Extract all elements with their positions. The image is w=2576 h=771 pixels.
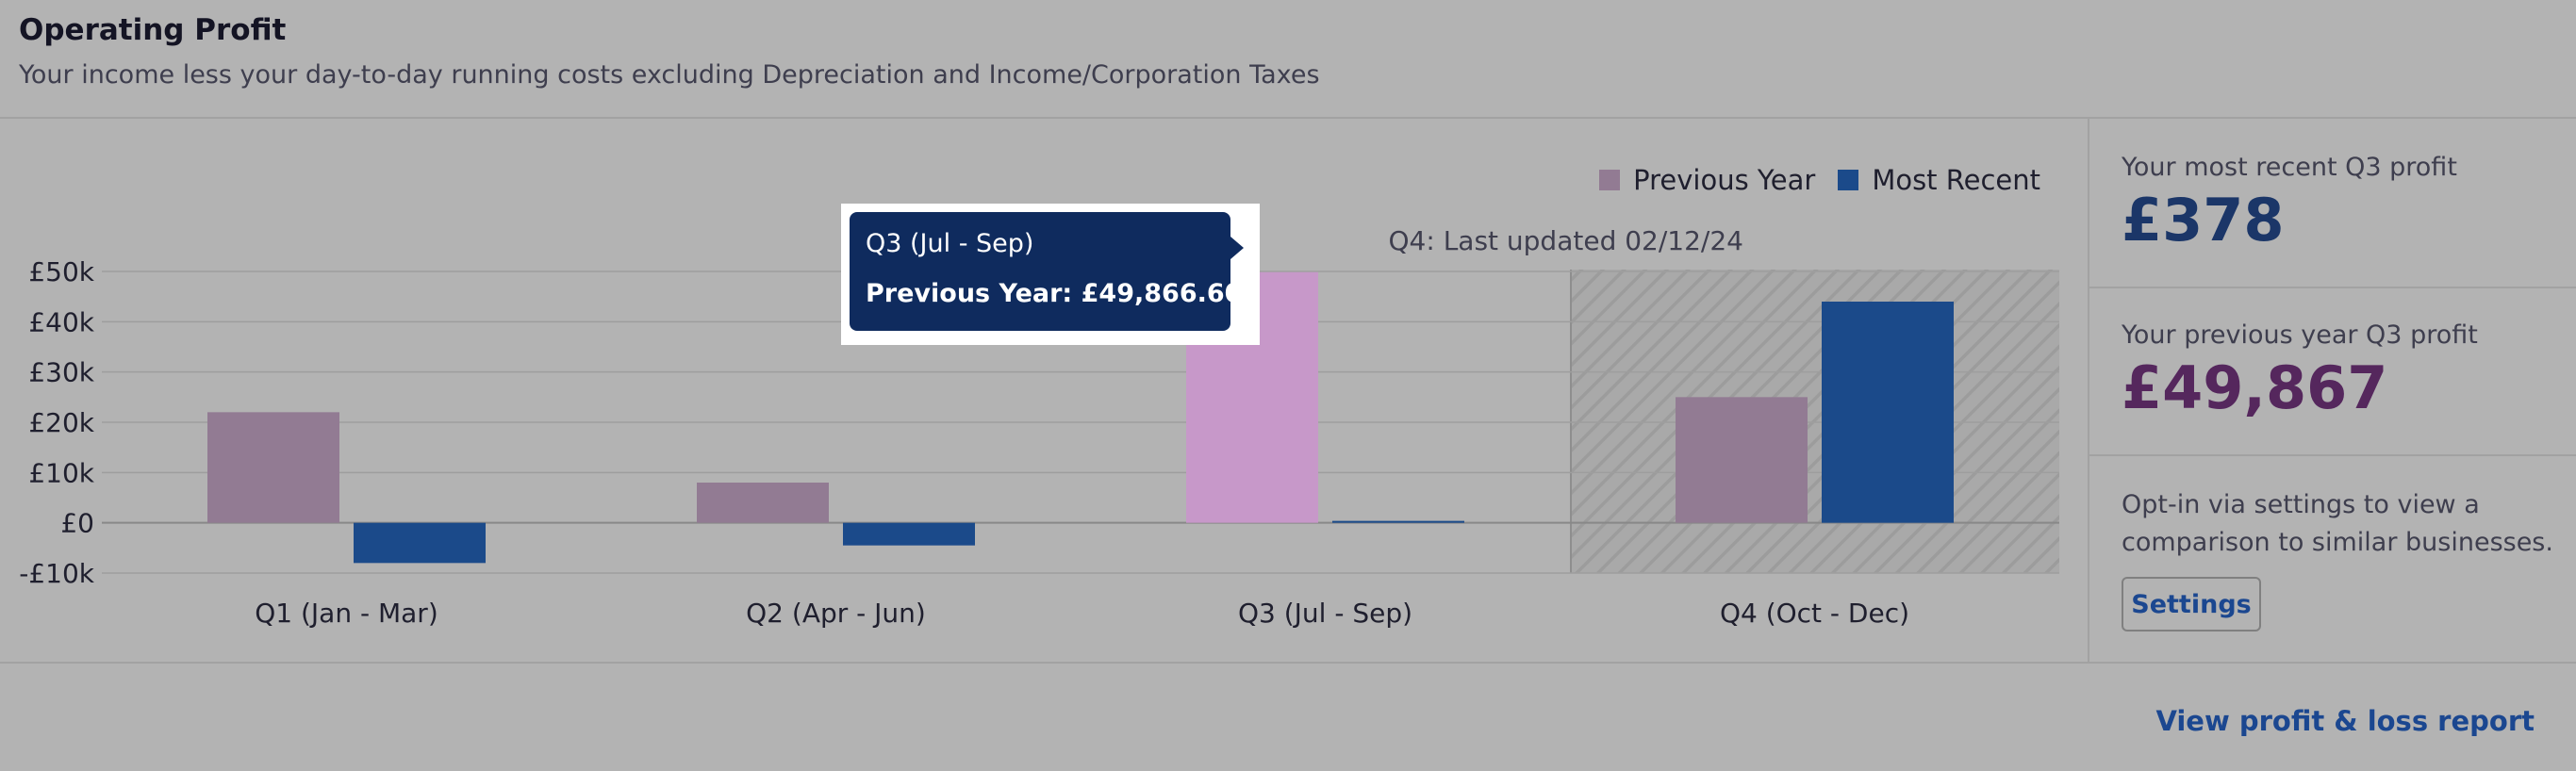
chart-tooltip: Q3 (Jul - Sep) Previous Year: £49,866.60 <box>850 212 1244 331</box>
legend-swatch-previous <box>1599 170 1621 190</box>
q4-shaded-region <box>1572 270 2059 573</box>
legend-most-recent[interactable]: Most Recent <box>1838 164 2040 196</box>
legend-recent-label: Most Recent <box>1872 164 2040 196</box>
recent-profit-value: £378 <box>2122 186 2285 254</box>
chart-note: Q4: Last updated 02/12/24 <box>1389 225 1744 256</box>
operating-profit-chart: £50k £40k £30k £20k £10k £0 -£10k Q1 (Jan - Mar… <box>0 121 2088 658</box>
tooltip-title: Q3 (Jul - Sep) <box>866 229 1034 258</box>
view-profit-loss-report-link[interactable]: View profit & loss report <box>2155 705 2535 737</box>
previous-profit-metric: Your previous year Q3 profit £49,867 <box>2122 320 2478 422</box>
x-tick-label: Q1 (Jan - Mar) <box>255 598 438 629</box>
chart-legend: Previous Year Most Recent <box>1577 164 2040 196</box>
legend-previous-label: Previous Year <box>1633 164 1816 196</box>
recent-profit-metric: Your most recent Q3 profit £378 <box>2122 153 2457 254</box>
bar-most-recent <box>843 522 975 546</box>
chart-svg: £50k £40k £30k £20k £10k £0 -£10k Q1 (Jan - Mar… <box>19 219 2059 629</box>
panel-divider-1 <box>2089 287 2576 288</box>
chart-note-bg <box>1391 219 1759 256</box>
header: Operating Profit Your income less your d… <box>19 13 1320 90</box>
page-subtitle: Your income less your day-to-day running… <box>19 60 1320 90</box>
bar-previous-year <box>207 412 339 523</box>
y-tick-label: £20k <box>28 407 94 438</box>
bar-most-recent <box>1822 302 1954 523</box>
panel-divider <box>2088 119 2089 662</box>
x-tick-label: Q3 (Jul - Sep) <box>1238 598 1412 629</box>
y-tick-label: £0 <box>60 508 94 539</box>
footer-divider <box>0 662 2576 664</box>
page-title: Operating Profit <box>19 13 287 47</box>
panel-divider-2 <box>2089 454 2576 456</box>
bar-previous-year <box>1676 397 1808 523</box>
optin-text: Opt-in via settings to view a comparison… <box>2122 490 2553 557</box>
bar-most-recent <box>354 522 486 564</box>
x-tick-label: Q2 (Apr - Jun) <box>746 598 926 629</box>
y-tick-label: -£10k <box>19 558 95 589</box>
x-tick-label: Q4 (Oct - Dec) <box>1720 598 1909 629</box>
settings-button[interactable]: Settings <box>2122 577 2261 632</box>
legend-swatch-recent <box>1838 170 1859 190</box>
tooltip-value: Previous Year: £49,866.60 <box>866 279 1243 308</box>
previous-profit-label: Your previous year Q3 profit <box>2122 320 2478 350</box>
y-tick-label: £30k <box>28 357 94 388</box>
bar-previous-year <box>697 483 829 523</box>
recent-profit-label: Your most recent Q3 profit <box>2122 153 2457 182</box>
previous-profit-value: £49,867 <box>2122 353 2388 422</box>
legend-previous-year[interactable]: Previous Year <box>1599 164 1815 196</box>
y-tick-label: £40k <box>28 306 94 337</box>
bar-most-recent <box>1332 520 1464 523</box>
header-divider <box>0 117 2576 119</box>
y-tick-label: £10k <box>28 457 94 488</box>
y-tick-label: £50k <box>28 256 94 287</box>
